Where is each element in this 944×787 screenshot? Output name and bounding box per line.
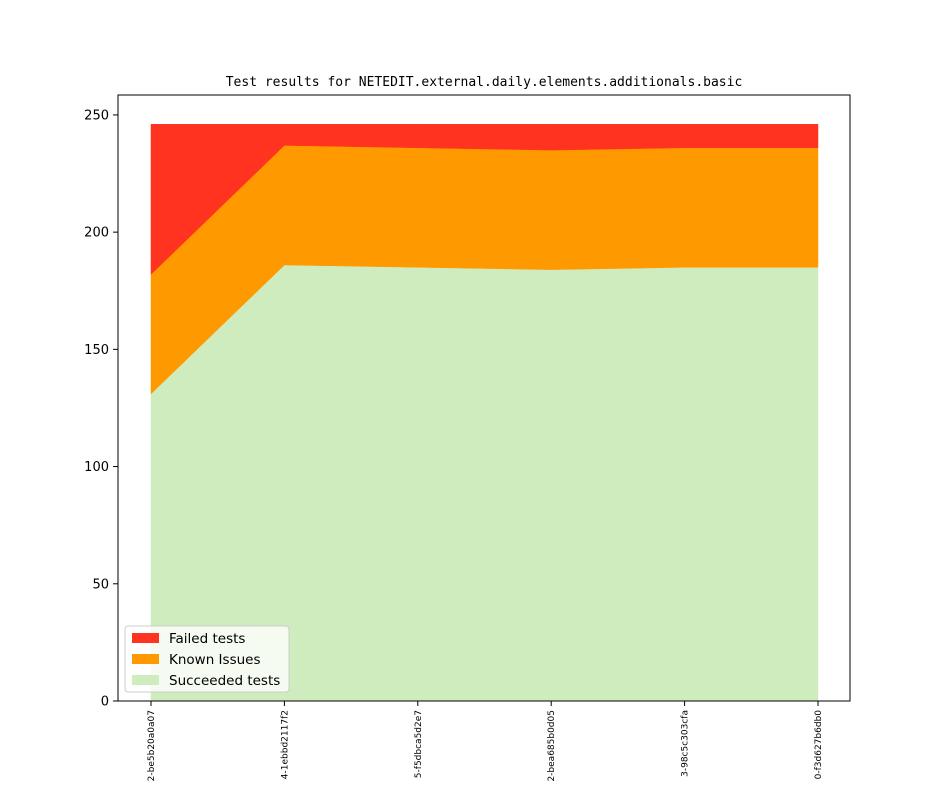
legend-box	[124, 625, 290, 693]
y-tick-label: 250	[84, 108, 109, 123]
x-tick-label: 3-98c5c303cfa	[681, 710, 691, 777]
x-axis: 2-be5b20a0a07 4-1ebbd2117f2 5-f5dbca5d2e7 2…	[147, 701, 824, 782]
y-tick-label: 200	[84, 226, 109, 241]
legend-label: Succeeded tests	[169, 673, 280, 689]
plot-frame	[117, 94, 851, 702]
area-layers	[150, 124, 819, 702]
x-tick-label: 4-1ebbd2117f2	[280, 710, 290, 779]
y-tick-label: 100	[84, 460, 109, 475]
x-tick-label: 2-be5b20a0a07	[147, 710, 157, 781]
x-tick-label: 2-bea685b0d05	[547, 710, 557, 782]
y-axis: 0 50 100 150 200 250	[84, 108, 118, 710]
y-tick-label: 0	[101, 695, 109, 710]
area-failed-tests	[150, 124, 819, 275]
x-tick-label: 5-f5dbca5d2e7	[414, 710, 424, 778]
legend-label: Failed tests	[169, 631, 245, 647]
legend-label: Known Issues	[169, 652, 261, 668]
x-tick-label: 0-f3d627b6db0	[814, 710, 824, 780]
legend: Failed tests Known Issues Succeeded tests	[124, 625, 290, 693]
legend-swatch	[132, 654, 159, 664]
y-tick-label: 150	[84, 343, 109, 358]
y-tick-label: 50	[92, 577, 109, 592]
legend-swatch	[132, 633, 159, 643]
chart-title: Test results for NETEDIT.external.daily.…	[226, 75, 743, 90]
legend-swatch	[132, 675, 159, 685]
